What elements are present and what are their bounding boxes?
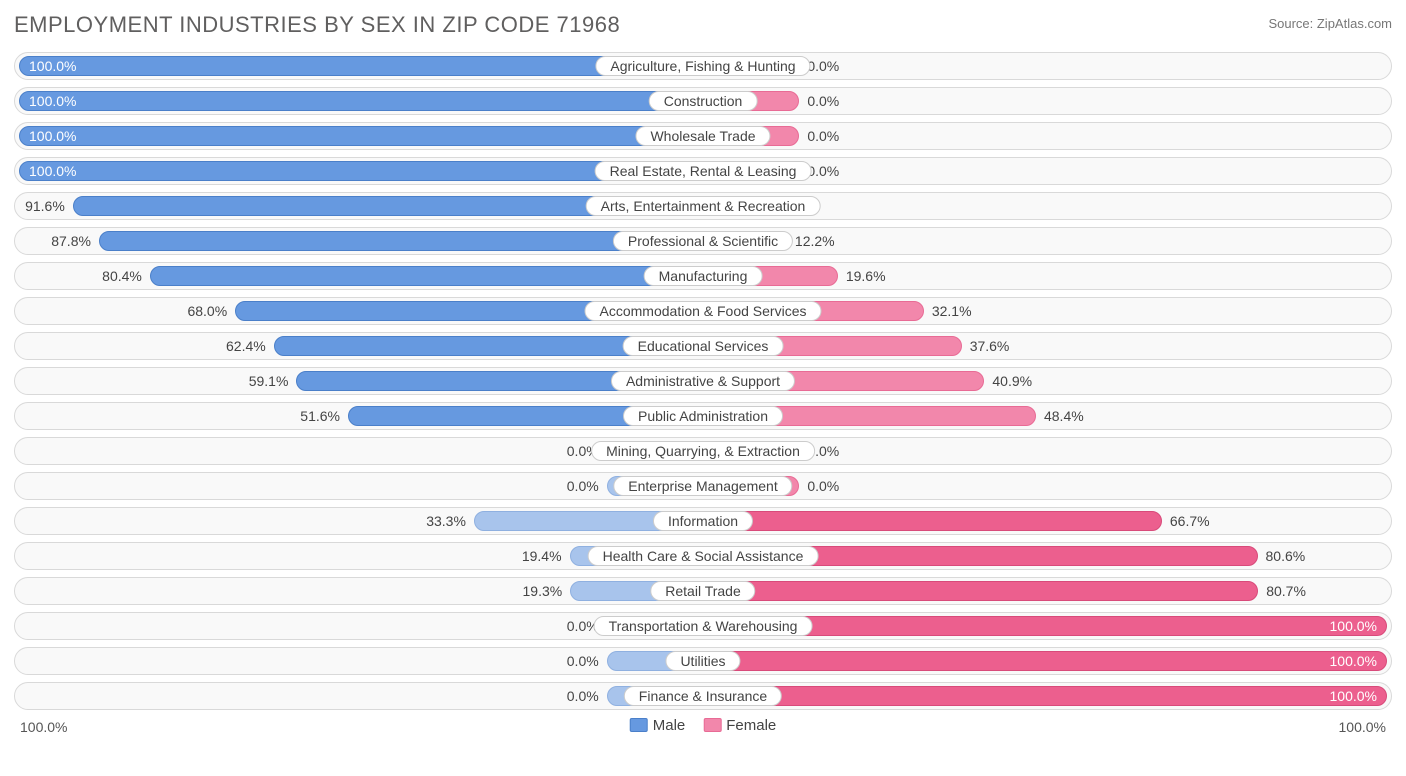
male-pct-label: 33.3%: [426, 513, 466, 529]
male-pct-label: 0.0%: [567, 688, 599, 704]
female-pct-label: 48.4%: [1044, 408, 1084, 424]
category-label: Information: [653, 511, 753, 531]
chart-row: 59.1% 40.9% Administrative & Support: [14, 367, 1392, 395]
category-label: Mining, Quarrying, & Extraction: [591, 441, 815, 461]
legend-female: Female: [703, 717, 776, 734]
legend-swatch-male: [630, 718, 648, 732]
chart-row: 91.6%8.4%Arts, Entertainment & Recreatio…: [14, 192, 1392, 220]
male-pct-label: 51.6%: [300, 408, 340, 424]
male-pct-label: 100.0%: [29, 128, 76, 144]
male-pct-label: 91.6%: [25, 198, 65, 214]
chart-row: 100.0% 0.0% Wholesale Trade: [14, 122, 1392, 150]
female-pct-label: 100.0%: [1330, 653, 1377, 669]
category-label: Transportation & Warehousing: [594, 616, 813, 636]
male-pct-label: 68.0%: [187, 303, 227, 319]
male-bar: [150, 266, 703, 286]
female-pct-label: 37.6%: [970, 338, 1010, 354]
chart-header: EMPLOYMENT INDUSTRIES BY SEX IN ZIP CODE…: [14, 12, 1392, 38]
category-label: Utilities: [665, 651, 740, 671]
category-label: Enterprise Management: [613, 476, 792, 496]
female-pct-label: 100.0%: [1330, 618, 1377, 634]
chart-row: 19.4% 80.6% Health Care & Social Assistanc…: [14, 542, 1392, 570]
legend: Male Female: [630, 717, 777, 734]
male-pct-label: 87.8%: [51, 233, 91, 249]
legend-swatch-female: [703, 718, 721, 732]
axis-row: 100.0% Male Female 100.0%: [14, 717, 1392, 741]
male-pct-label: 0.0%: [567, 478, 599, 494]
female-pct-label: 0.0%: [807, 478, 839, 494]
axis-right-label: 100.0%: [1339, 719, 1386, 735]
female-pct-label: 12.2%: [795, 233, 835, 249]
male-pct-label: 62.4%: [226, 338, 266, 354]
female-pct-label: 0.0%: [807, 93, 839, 109]
chart-row: 0.0%100.0%Transportation & Warehousing: [14, 612, 1392, 640]
male-pct-label: 19.4%: [522, 548, 562, 564]
category-label: Accommodation & Food Services: [585, 301, 822, 321]
male-pct-label: 19.3%: [523, 583, 563, 599]
category-label: Wholesale Trade: [635, 126, 770, 146]
chart-row: 33.3% 66.7% Information: [14, 507, 1392, 535]
chart-area: 100.0%0.0%Agriculture, Fishing & Hunting…: [14, 52, 1392, 710]
category-label: Real Estate, Rental & Leasing: [595, 161, 812, 181]
female-pct-label: 0.0%: [807, 58, 839, 74]
category-label: Arts, Entertainment & Recreation: [586, 196, 821, 216]
category-label: Retail Trade: [650, 581, 755, 601]
female-bar: [703, 686, 1387, 706]
male-pct-label: 100.0%: [29, 58, 76, 74]
male-bar: [19, 91, 703, 111]
male-pct-label: 80.4%: [102, 268, 142, 284]
category-label: Professional & Scientific: [613, 231, 793, 251]
male-bar: [19, 126, 703, 146]
legend-male-label: Male: [653, 717, 686, 734]
chart-row: 100.0% 0.0% Construction: [14, 87, 1392, 115]
female-pct-label: 66.7%: [1170, 513, 1210, 529]
category-label: Health Care & Social Assistance: [588, 546, 819, 566]
chart-row: 0.0%0.0%Mining, Quarrying, & Extraction: [14, 437, 1392, 465]
male-pct-label: 100.0%: [29, 93, 76, 109]
category-label: Public Administration: [623, 406, 783, 426]
chart-row: 0.0% 100.0% Utilities: [14, 647, 1392, 675]
chart-row: 68.0% 32.1% Accommodation & Food Services: [14, 297, 1392, 325]
chart-row: 19.3% 80.7% Retail Trade: [14, 577, 1392, 605]
female-pct-label: 80.7%: [1266, 583, 1306, 599]
category-label: Finance & Insurance: [624, 686, 782, 706]
chart-source: Source: ZipAtlas.com: [1268, 16, 1392, 31]
chart-row: 0.0% 0.0% Enterprise Management: [14, 472, 1392, 500]
chart-row: 62.4% 37.6% Educational Services: [14, 332, 1392, 360]
female-bar: [703, 651, 1387, 671]
chart-row: 51.6% 48.4% Public Administration: [14, 402, 1392, 430]
legend-female-label: Female: [726, 717, 776, 734]
female-pct-label: 80.6%: [1266, 548, 1306, 564]
axis-left-label: 100.0%: [20, 719, 67, 735]
chart-row: 0.0% 100.0% Finance & Insurance: [14, 682, 1392, 710]
chart-title: EMPLOYMENT INDUSTRIES BY SEX IN ZIP CODE…: [14, 12, 620, 38]
chart-row: 87.8% 12.2%Professional & Scientific: [14, 227, 1392, 255]
chart-row: 100.0% 0.0%Agriculture, Fishing & Hunting: [14, 52, 1392, 80]
category-label: Manufacturing: [644, 266, 763, 286]
legend-male: Male: [630, 717, 686, 734]
chart-row: 100.0% 0.0%Real Estate, Rental & Leasing: [14, 157, 1392, 185]
male-pct-label: 100.0%: [29, 163, 76, 179]
category-label: Construction: [649, 91, 758, 111]
female-pct-label: 100.0%: [1330, 688, 1377, 704]
female-pct-label: 40.9%: [992, 373, 1032, 389]
category-label: Educational Services: [623, 336, 784, 356]
female-pct-label: 0.0%: [807, 163, 839, 179]
male-pct-label: 59.1%: [249, 373, 289, 389]
female-pct-label: 32.1%: [932, 303, 972, 319]
female-pct-label: 19.6%: [846, 268, 886, 284]
category-label: Administrative & Support: [611, 371, 795, 391]
category-label: Agriculture, Fishing & Hunting: [595, 56, 810, 76]
female-pct-label: 0.0%: [807, 128, 839, 144]
female-bar: [703, 511, 1162, 531]
chart-row: 80.4% 19.6% Manufacturing: [14, 262, 1392, 290]
male-pct-label: 0.0%: [567, 653, 599, 669]
female-bar: [703, 581, 1258, 601]
